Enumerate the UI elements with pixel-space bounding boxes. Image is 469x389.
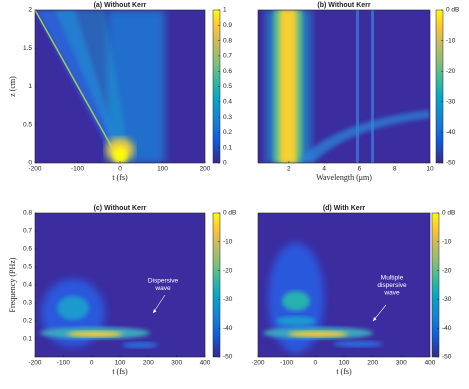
colorbar-tick-label: -20: [442, 267, 452, 274]
colorbar-tick-label: 0.6: [223, 68, 232, 75]
heatmap-image: [35, 10, 205, 163]
x-tick-label: 400: [200, 360, 211, 367]
colorbar-tick-label: -10: [442, 239, 452, 246]
colorbar: [212, 212, 221, 358]
annotation-arrowhead: [373, 317, 377, 321]
y-tick-label: 0.5: [23, 121, 32, 128]
x-axis-label: t (fs): [112, 367, 128, 376]
y-tick-label: 2: [28, 7, 32, 14]
x-tick-label: 8: [393, 166, 397, 173]
colorbar-tick-label: 0.4: [223, 99, 232, 106]
x-tick-label: 200: [143, 360, 154, 367]
x-tick-label: 200: [200, 166, 211, 173]
colorbar-tick-label: -40: [442, 325, 452, 332]
y-tick-label: 0.1: [23, 336, 32, 343]
colorbar-tick-label: -10: [446, 37, 456, 44]
colorbar-tick-label: -30: [446, 99, 456, 106]
heatmap-image: [258, 10, 430, 163]
colorbar-tick-label: -50: [442, 354, 452, 361]
x-tick-label: 400: [425, 360, 436, 367]
colorbar-tick-label: -10: [223, 239, 233, 246]
x-tick-label: 4: [322, 166, 326, 173]
annotation: Dispersive: [148, 278, 179, 285]
x-axis-label: t (fs): [336, 367, 352, 376]
x-tick-label: 200: [367, 360, 378, 367]
x-tick-label: 300: [396, 360, 407, 367]
colorbar-tick-label: 0 dB: [223, 210, 236, 217]
colorbar-tick-label: 0 dB: [446, 7, 459, 14]
y-tick-label: 1.5: [23, 45, 32, 52]
colorbar: [435, 9, 444, 164]
plot-frame: [257, 9, 431, 164]
x-tick-label: 2: [287, 166, 291, 173]
y-axis-label: z (cm): [8, 76, 17, 97]
colorbar-tick-label: -20: [446, 68, 456, 75]
y-tick-label: 0.6: [23, 246, 32, 253]
y-tick-label: 1: [28, 83, 32, 90]
heatmap-image: [258, 213, 430, 357]
x-tick-label: 100: [115, 360, 126, 367]
x-tick-label: 300: [171, 360, 182, 367]
panel-title: (c) Without Kerr: [94, 205, 147, 212]
x-tick-label: -100: [280, 360, 293, 367]
colorbar-tick-label: 0: [223, 160, 227, 167]
colorbar-tick-label: -50: [223, 354, 233, 361]
colorbar-tick-label: -50: [446, 160, 456, 167]
colorbar-tick-label: 0.1: [223, 144, 232, 151]
colorbar-tick-label: -40: [223, 325, 233, 332]
annotation: dispersive: [377, 282, 407, 289]
annotation: Multiple: [381, 275, 404, 282]
x-tick-label: -200: [28, 166, 41, 173]
x-tick-label: 100: [339, 360, 350, 367]
colorbar-tick-label: 0.5: [223, 83, 232, 90]
colorbar-tick-label: 0.3: [223, 114, 232, 121]
annotation: wave: [383, 290, 400, 297]
x-tick-label: -200: [28, 360, 41, 367]
colorbar-tick-label: 0.8: [223, 37, 232, 44]
x-tick-label: 0: [118, 166, 122, 173]
y-tick-label: 0.4: [23, 282, 32, 289]
colorbar-tick-label: -30: [223, 296, 233, 303]
heatmap-image: [35, 213, 205, 357]
x-tick-label: 6: [358, 166, 362, 173]
x-tick-label: -200: [251, 360, 264, 367]
y-axis-label: Frequency (PHz): [8, 257, 17, 312]
colorbar-tick-label: 1: [223, 7, 227, 14]
x-tick-label: -100: [71, 166, 84, 173]
colorbar-tick-label: 0 dB: [442, 210, 455, 217]
y-tick-label: 0.2: [23, 318, 32, 325]
colorbar-tick-label: 0.9: [223, 22, 232, 29]
x-axis-label: t (fs): [112, 173, 128, 182]
x-tick-label: 0: [90, 360, 94, 367]
colorbar-tick-label: 0.2: [223, 129, 232, 136]
panel-title: (d) With Kerr: [323, 205, 366, 212]
x-tick-label: -100: [57, 360, 70, 367]
x-tick-label: 10: [426, 166, 434, 173]
y-tick-label: 0.5: [23, 264, 32, 271]
panel-title: (a) Without Kerr: [94, 2, 147, 9]
colorbar-tick-label: 0.7: [223, 53, 232, 60]
x-tick-label: 100: [157, 166, 168, 173]
y-tick-label: 0: [28, 160, 32, 167]
panel-title: (b) Without Kerr: [317, 2, 370, 9]
y-tick-label: 0.7: [23, 228, 32, 235]
y-tick-label: 0.3: [23, 300, 32, 307]
annotation: wave: [154, 285, 171, 292]
x-axis-label: Wavelength (μm): [316, 173, 372, 182]
y-tick-label: 0.8: [23, 210, 32, 217]
colorbar-tick-label: -40: [446, 129, 456, 136]
colorbar: [431, 212, 440, 358]
colorbar-tick-label: -20: [223, 267, 233, 274]
x-tick-label: 0: [314, 360, 318, 367]
annotation-arrowhead: [153, 309, 157, 313]
colorbar-tick-label: -30: [442, 296, 452, 303]
